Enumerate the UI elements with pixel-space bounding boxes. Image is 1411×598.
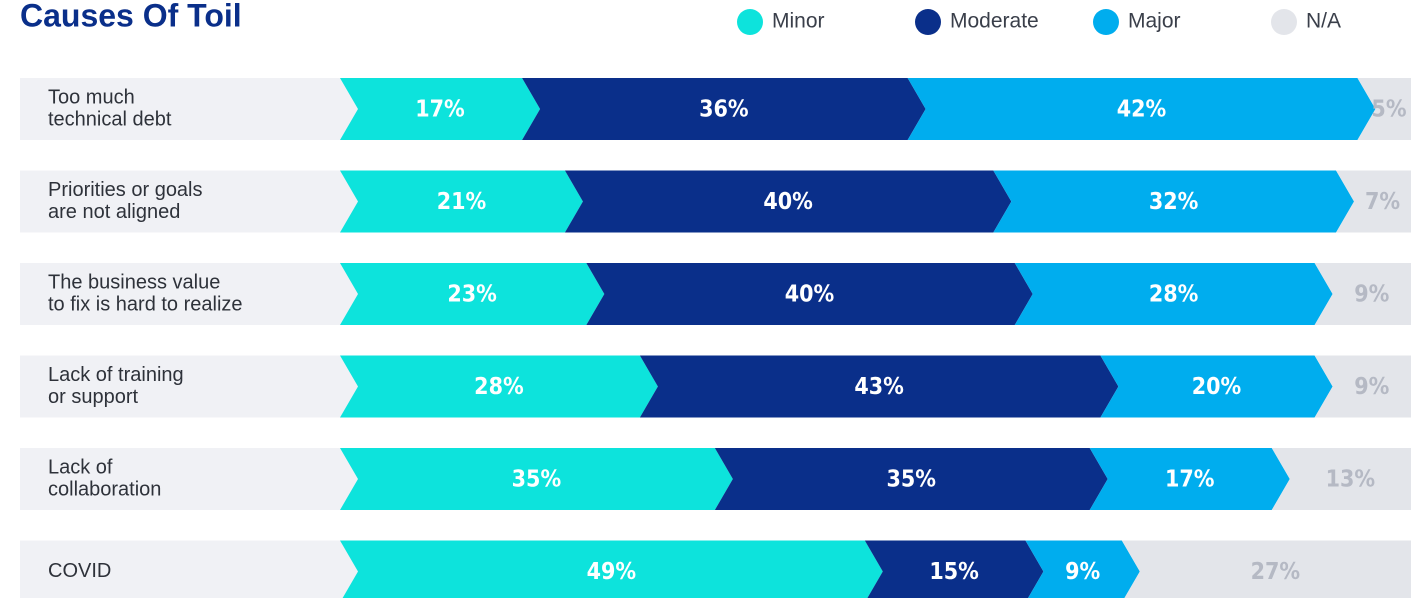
legend-swatch: [737, 9, 763, 35]
category-label: are not aligned: [48, 201, 180, 223]
chart-title: Causes Of Toil: [20, 0, 242, 33]
bar-segment: [1357, 78, 1411, 140]
bar-segment: [340, 355, 658, 418]
bar-segment: [340, 263, 605, 325]
value-label: 43%: [854, 374, 904, 400]
bar-segment: [1314, 263, 1411, 325]
value-label: 9%: [1354, 374, 1389, 400]
bar-segment: [907, 78, 1376, 140]
bar-segment: [340, 78, 541, 140]
category-label: COVID: [48, 560, 111, 582]
value-label: 5%: [1371, 97, 1406, 123]
category-label: technical debt: [48, 108, 172, 130]
category-label: Priorities or goals: [48, 179, 203, 201]
legend-label: Minor: [772, 10, 825, 33]
value-label: 9%: [1354, 282, 1389, 308]
value-label: 27%: [1251, 559, 1301, 585]
value-label: 40%: [785, 282, 835, 308]
bar-segment: [1100, 355, 1333, 418]
category-label: to fix is hard to realize: [48, 293, 243, 315]
legend-label: Major: [1128, 10, 1181, 33]
value-label: 17%: [1165, 467, 1215, 493]
bar-segment: [340, 170, 583, 233]
legend-swatch: [1093, 9, 1119, 35]
bar-segment: [864, 540, 1044, 598]
category-label: Lack of training: [48, 364, 184, 386]
value-label: 35%: [887, 467, 937, 493]
category-label: The business value: [48, 271, 220, 293]
value-label: 40%: [763, 189, 813, 215]
bar-segment: [586, 263, 1033, 325]
category-label: collaboration: [48, 478, 161, 500]
value-label: 21%: [437, 189, 487, 215]
value-label: 28%: [1149, 282, 1199, 308]
value-label: 20%: [1192, 374, 1242, 400]
legend-swatch: [915, 9, 941, 35]
bar-segment: [993, 170, 1355, 233]
value-label: 15%: [929, 559, 979, 585]
category-label: Too much: [48, 86, 135, 108]
bar-segment: [639, 355, 1119, 418]
bar-segment: [1336, 170, 1411, 233]
value-label: 9%: [1065, 559, 1100, 585]
legend-label: N/A: [1306, 10, 1341, 33]
value-label: 32%: [1149, 189, 1199, 215]
category-label: Lack of: [48, 456, 113, 478]
value-label: 36%: [699, 97, 749, 123]
value-label: 28%: [474, 374, 524, 400]
bar-segment: [1121, 540, 1411, 598]
value-label: 23%: [447, 282, 497, 308]
category-label: or support: [48, 386, 138, 408]
bar-segment: [564, 170, 1012, 233]
value-label: 7%: [1365, 189, 1400, 215]
bar-segment: [1025, 540, 1140, 598]
bar-segment: [1314, 355, 1411, 418]
bar-segment: [714, 448, 1108, 510]
value-label: 17%: [415, 97, 465, 123]
bar-segment: [340, 448, 733, 510]
value-label: 49%: [587, 559, 637, 585]
bar-segment: [340, 540, 883, 598]
value-label: 35%: [512, 467, 562, 493]
bar-segment: [1089, 448, 1290, 510]
bar-segment: [1271, 448, 1411, 510]
legend-label: Moderate: [950, 10, 1039, 33]
bar-segment: [522, 78, 926, 140]
legend-swatch: [1271, 9, 1297, 35]
value-label: 13%: [1326, 467, 1376, 493]
bar-segment: [1014, 263, 1333, 325]
value-label: 42%: [1117, 97, 1167, 123]
